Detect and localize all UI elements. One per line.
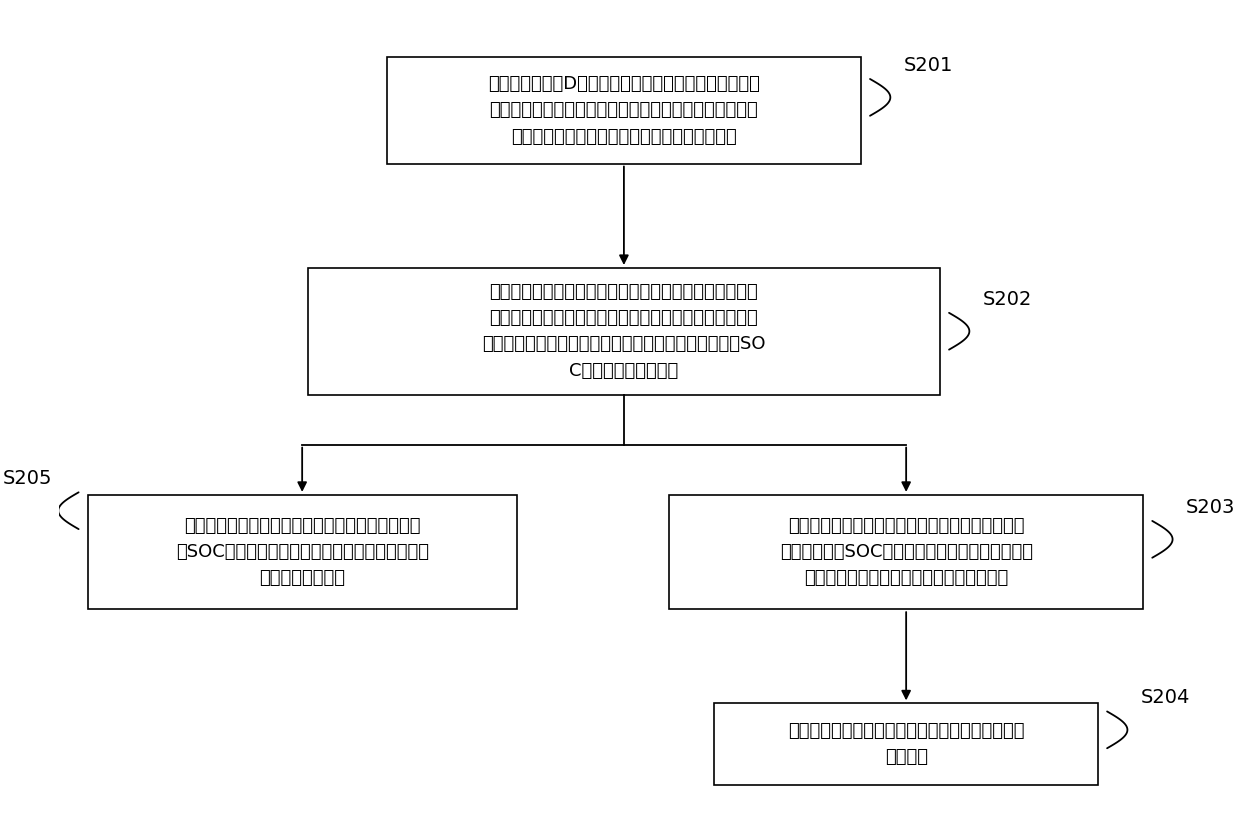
Bar [387,57,861,164]
Text: 如果动力电池的当前电量大于第一电量阈值，动力电池的
放电功率大于第一功率阈值，则进一步判断当前电量是否
大于或等于第二电量阈值，且当前电量是否大于或等于SO
C: 如果动力电池的当前电量大于第一电量阈值，动力电池的 放电功率大于第一功率阈值，则… [482,282,765,380]
Text: 如果当前电量大于或等于第二电量阈值，且当前电
量大于或等于SOC目标点与预设值之差，则进一步
判断当前所处道路的坡度是否满足预设条件: 如果当前电量大于或等于第二电量阈值，且当前电 量大于或等于SOC目标点与预设值之… [780,516,1033,587]
Text: S204: S204 [1141,688,1190,707]
Bar [308,268,940,395]
Text: 如果当前挡位为D挡且当前行驶模式为混合经济行驶模式
，则进一步判断动力电池的当前电量是否大于第一电量阈
值，动力电池的放电功率是否大于第一功率阈值: 如果当前挡位为D挡且当前行驶模式为混合经济行驶模式 ，则进一步判断动力电池的当前… [489,75,760,146]
Text: S203: S203 [1187,498,1235,517]
Text: 如果满足预设条件，则判断混合动力汽车处于滑行
启停区间: 如果满足预设条件，则判断混合动力汽车处于滑行 启停区间 [787,722,1024,767]
Text: S202: S202 [983,290,1032,309]
Text: S205: S205 [4,469,52,488]
Text: 如果当前电量小于第二电量阈值，或者当前电量小
于SOC目标点与预设值之差，则判断混合动力汽车
处于车速启停区间: 如果当前电量小于第二电量阈值，或者当前电量小 于SOC目标点与预设值之差，则判断… [176,516,429,587]
Bar [714,703,1099,785]
Text: S201: S201 [904,56,954,75]
Bar [670,495,1143,610]
Bar [88,495,517,610]
